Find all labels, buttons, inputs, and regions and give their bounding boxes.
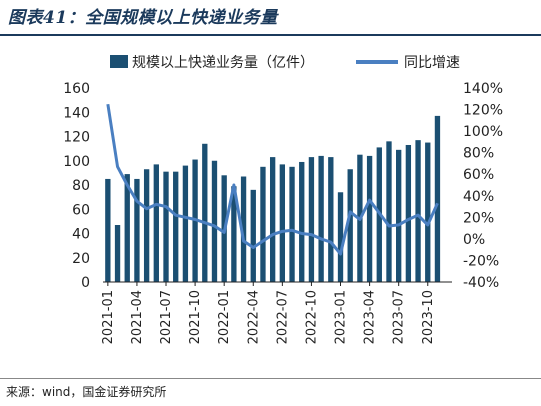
bar	[289, 166, 295, 282]
x-tick-label: 2021-10	[188, 290, 203, 344]
bar	[425, 142, 431, 282]
bar	[337, 192, 344, 282]
growth-line	[106, 103, 439, 256]
y-left-tick-label: 100	[63, 154, 90, 170]
x-tick-label: 2022-07	[275, 290, 290, 344]
y-left-tick-label: 40	[72, 227, 90, 243]
axes: 0 20 40 60 80 100 120 140 160 -40% -20% 0% 20% 40% 60%…	[63, 81, 503, 344]
y-right-tick-label: 40%	[463, 189, 494, 205]
bar-series	[105, 115, 441, 282]
bar	[415, 140, 421, 282]
y-left-tick-label: 20	[72, 251, 90, 267]
bar	[386, 141, 392, 282]
bar	[182, 165, 189, 282]
bar	[269, 157, 276, 282]
x-tick-label: 2023-10	[421, 290, 436, 344]
bar	[134, 178, 140, 282]
y-right-tick-label: 140%	[463, 81, 503, 97]
y-right-tick-label: 120%	[463, 103, 503, 119]
y-right-tick-label: 60%	[463, 167, 494, 183]
bar	[211, 160, 218, 282]
bar	[279, 164, 286, 282]
y-left-tick-label: 160	[63, 81, 90, 97]
y-right-tick-label: 20%	[463, 210, 494, 226]
bar	[240, 176, 247, 282]
legend: 规模以上快递业务量（亿件） 同比增速	[110, 55, 460, 71]
x-tick-label: 2021-01	[101, 290, 116, 344]
source-note: 来源：wind，国金证券研究所	[6, 385, 167, 399]
y-right-tick-label: -20%	[463, 253, 499, 269]
x-tick-label: 2023-01	[334, 290, 349, 344]
bar	[231, 186, 237, 282]
bar	[202, 143, 208, 282]
x-tick-label: 2023-04	[363, 290, 378, 344]
y-left-tick-label: 140	[63, 105, 90, 121]
x-tick-label: 2022-01	[217, 290, 232, 344]
y-right-tick-label: -40%	[463, 275, 499, 291]
bar	[250, 189, 256, 282]
y-left-tick-label: 60	[72, 202, 90, 218]
bar	[308, 157, 315, 282]
bar	[114, 225, 121, 282]
y-left-tick-label: 120	[63, 130, 90, 146]
y-right-tick-label: 100%	[463, 124, 503, 140]
bar	[405, 144, 412, 282]
bar	[153, 164, 159, 282]
x-tick-label: 2023-07	[392, 290, 407, 344]
bar	[299, 161, 305, 282]
bar	[347, 169, 353, 282]
legend-line-label: 同比增速	[404, 55, 460, 71]
legend-bar-label: 规模以上快递业务量（亿件）	[132, 55, 314, 71]
bar	[366, 155, 373, 282]
figure-title: 图表41：全国规模以上快递业务量	[8, 8, 278, 28]
bar	[260, 166, 266, 282]
bar	[173, 171, 179, 282]
x-tick-label: 2022-10	[304, 290, 319, 344]
bar	[163, 171, 169, 282]
legend-bar-swatch	[110, 55, 128, 68]
source-rule	[0, 378, 541, 379]
bar	[105, 178, 111, 282]
x-tick-label: 2021-04	[130, 290, 145, 344]
x-tick-label: 2021-07	[159, 290, 174, 344]
y-left-tick-label: 80	[72, 178, 90, 194]
y-right-tick-label: 0%	[463, 232, 485, 248]
bar	[328, 157, 334, 282]
y-left-tick-label: 0	[81, 275, 90, 291]
y-right-tick-label: 80%	[463, 146, 494, 162]
bar	[434, 115, 441, 282]
bar	[124, 174, 130, 282]
line-series	[106, 103, 439, 256]
bar	[396, 149, 402, 282]
chart: 规模以上快递业务量（亿件） 同比增速 0 20 40 60 80 100 120 140 160 -…	[63, 55, 503, 344]
title-rule	[0, 34, 541, 36]
bar	[318, 155, 324, 282]
bar	[143, 169, 150, 282]
x-tick-label: 2022-04	[246, 290, 261, 344]
